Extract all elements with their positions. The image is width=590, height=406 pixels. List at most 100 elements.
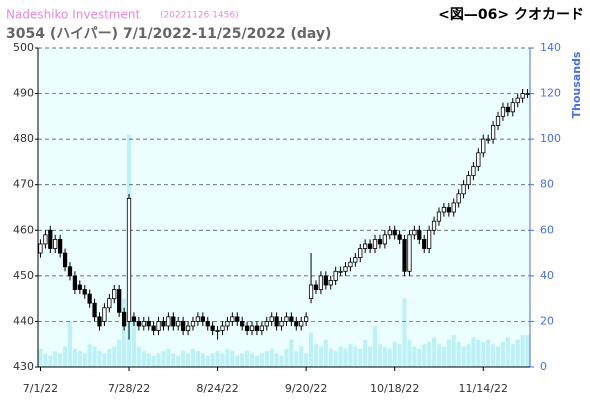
volume-bar xyxy=(402,298,407,367)
volume-bar xyxy=(299,346,304,367)
volume-bar xyxy=(392,341,397,367)
candle-body xyxy=(107,298,112,309)
volume-bar xyxy=(427,341,432,367)
volume-bar xyxy=(308,332,314,367)
candle-body xyxy=(289,316,294,322)
candle-body xyxy=(43,234,48,245)
candle-body xyxy=(249,325,255,331)
candle-body xyxy=(97,316,102,327)
volume-bar xyxy=(372,325,378,367)
candle-body xyxy=(510,102,515,113)
volume-bar xyxy=(92,346,97,367)
candle-body xyxy=(274,316,279,327)
y-tick-label: 440 xyxy=(13,314,34,327)
candle-body xyxy=(343,266,348,272)
candle-body xyxy=(486,138,491,141)
volume-bar xyxy=(510,344,515,367)
volume-bar xyxy=(205,355,210,367)
candle-body xyxy=(215,330,220,332)
candle-body xyxy=(451,202,456,213)
candle-body xyxy=(407,234,412,272)
candle-body xyxy=(181,321,186,331)
volume-bar xyxy=(141,351,146,367)
volume-bar xyxy=(215,351,220,367)
volume-bar xyxy=(294,351,299,367)
volume-bar xyxy=(304,353,309,367)
candle-body xyxy=(328,280,333,286)
volume-bar xyxy=(481,341,486,367)
candle-body xyxy=(146,321,151,327)
volume-bar xyxy=(343,348,348,367)
x-tick-label: 7/28/22 xyxy=(108,382,150,395)
volume-bar xyxy=(62,346,68,367)
candle-body xyxy=(112,289,117,300)
candle-body xyxy=(353,257,358,263)
candle-body xyxy=(82,289,87,295)
candle-body xyxy=(240,321,245,327)
candle-body xyxy=(431,220,437,231)
volume-bar xyxy=(107,348,112,367)
y2-tick-label: 80 xyxy=(540,178,554,191)
candle-body xyxy=(151,325,156,331)
candle-body xyxy=(161,321,166,327)
candle-body xyxy=(382,234,387,245)
candle-body xyxy=(185,325,191,331)
volume-bar xyxy=(520,335,525,367)
volume-bar xyxy=(136,346,141,367)
volume-bar xyxy=(446,339,451,367)
volume-bar xyxy=(397,344,402,367)
y2-tick-label: 20 xyxy=(540,314,554,327)
candle-body xyxy=(190,321,196,327)
candle-body xyxy=(402,238,407,272)
volume-bar xyxy=(230,351,235,367)
candle-body xyxy=(269,316,274,322)
candle-body xyxy=(358,248,363,259)
y2-tick-label: 60 xyxy=(540,223,554,236)
volume-bar xyxy=(412,346,417,367)
candle-body xyxy=(117,289,122,313)
volume-bar xyxy=(368,346,373,367)
candle-body xyxy=(466,175,471,186)
volume-bar xyxy=(53,351,58,367)
volume-bar xyxy=(495,346,501,367)
volume-bar xyxy=(77,351,82,367)
volume-bar xyxy=(72,348,77,367)
chart-title: 3054 (ハイパー) 7/1/2022-11/25/2022 (day) xyxy=(6,26,331,42)
volume-bar xyxy=(43,353,48,367)
candle-body xyxy=(481,138,486,154)
volume-bar xyxy=(48,355,53,367)
volume-bar xyxy=(313,344,319,367)
y-tick-label: 480 xyxy=(13,132,34,145)
volume-bar xyxy=(456,341,461,367)
volume-bar xyxy=(486,339,491,367)
volume-bar xyxy=(279,355,284,367)
candle-body xyxy=(299,321,304,327)
candle-body xyxy=(304,316,309,322)
volume-bar xyxy=(353,346,358,367)
volume-bar xyxy=(200,353,205,367)
volume-bar xyxy=(525,335,530,367)
candle-body xyxy=(505,106,510,113)
figure-label: <図—06> クオカード xyxy=(438,7,584,23)
volume-bar xyxy=(422,344,427,367)
y-tick-label: 470 xyxy=(13,178,34,191)
candle-body xyxy=(363,243,368,249)
candle-body xyxy=(515,97,520,104)
volume-bar xyxy=(259,353,264,367)
candle-body xyxy=(397,234,402,240)
candle-body xyxy=(313,284,319,290)
volume-bar xyxy=(190,348,196,367)
candle-body xyxy=(333,270,338,281)
volume-bar xyxy=(58,353,63,367)
candle-body xyxy=(92,302,97,318)
candle-body xyxy=(436,211,442,222)
volume-bar xyxy=(87,344,92,367)
volume-bar xyxy=(235,355,240,367)
candle-body xyxy=(525,93,530,95)
candle-body xyxy=(338,270,343,273)
candle-body xyxy=(38,243,43,254)
candle-body xyxy=(500,106,506,117)
volume-bar xyxy=(466,344,471,367)
candle-body xyxy=(210,325,215,331)
volume-bar xyxy=(515,339,520,367)
